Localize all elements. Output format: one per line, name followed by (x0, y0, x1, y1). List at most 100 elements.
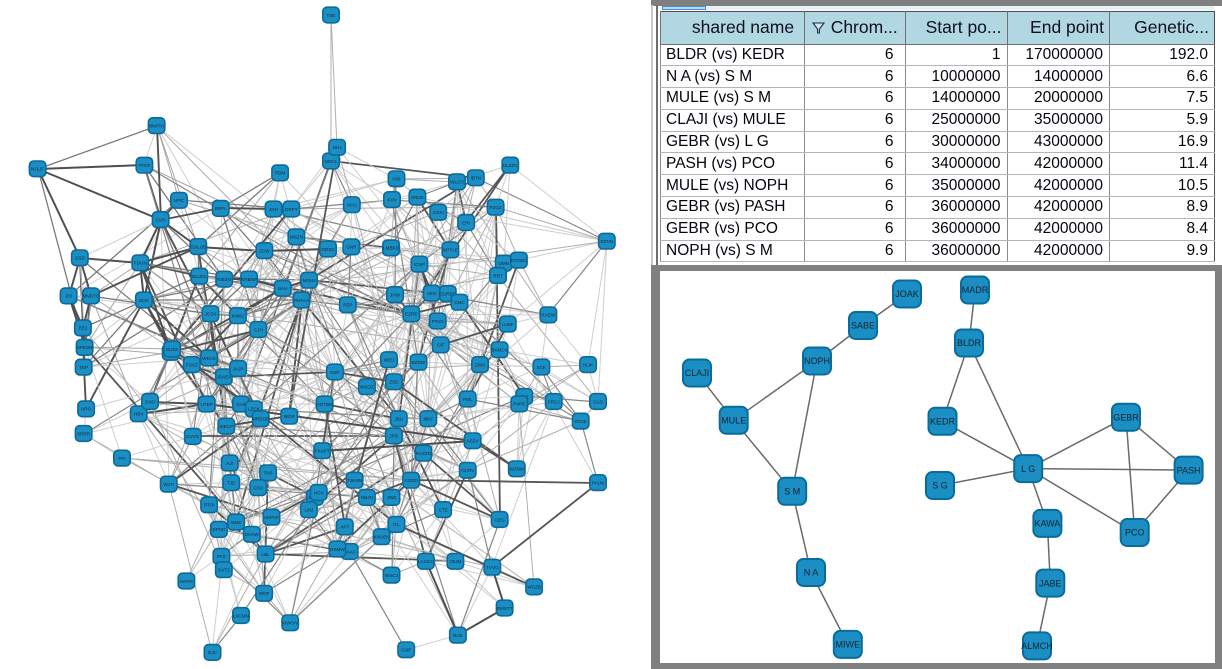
svg-text:PASH: PASH (1177, 465, 1201, 475)
svg-text:CGKI: CGKI (433, 210, 444, 215)
svg-text:HGTBM: HGTBM (316, 402, 333, 407)
svg-text:SCK: SCK (537, 365, 547, 370)
svg-text:ACU: ACU (347, 203, 357, 208)
svg-text:DZVN: DZVN (601, 239, 614, 244)
svg-text:NDCL: NDCL (325, 159, 338, 164)
svg-text:CDG: CDG (494, 517, 505, 522)
svg-text:GUJCL: GUJCL (192, 274, 208, 279)
svg-text:GSU: GSU (253, 485, 263, 490)
svg-text:SNOK: SNOK (411, 195, 425, 200)
svg-text:DLZZC: DLZZC (503, 163, 518, 168)
svg-text:WZNW: WZNW (509, 467, 524, 472)
svg-text:BNPTA: BNPTA (149, 123, 165, 128)
svg-text:RSMW: RSMW (330, 547, 345, 552)
svg-text:L G: L G (1021, 464, 1035, 474)
svg-text:PWL: PWL (463, 397, 473, 402)
svg-text:JABE: JABE (1039, 578, 1062, 588)
svg-text:TJD: TJD (227, 481, 236, 486)
svg-text:JHW: JHW (390, 292, 401, 297)
svg-text:TNS: TNS (264, 471, 273, 476)
svg-text:MVKVV: MVKVV (282, 621, 299, 626)
svg-text:FPI: FPI (118, 456, 125, 461)
svg-text:GURDS: GURDS (440, 291, 457, 296)
svg-text:NJLJF: NJLJF (31, 167, 44, 172)
svg-text:NPIC: NPIC (174, 198, 186, 203)
svg-text:TEP: TEP (79, 365, 88, 370)
svg-text:SRRR: SRRR (77, 431, 91, 436)
svg-text:PHFAA: PHFAA (294, 298, 310, 303)
svg-text:ZSD: ZSD (389, 380, 399, 385)
svg-text:OJIF: OJIF (401, 648, 411, 653)
svg-text:PALW: PALW (592, 480, 605, 485)
svg-text:JDAEA: JDAEA (216, 375, 232, 380)
svg-text:RMSTT: RMSTT (497, 606, 513, 611)
svg-text:EZRE: EZRE (405, 312, 417, 317)
svg-text:ZWS: ZWS (475, 362, 485, 367)
svg-text:APT: APT (340, 525, 349, 530)
svg-text:SDOD: SDOD (404, 478, 418, 483)
svg-text:JOAK: JOAK (895, 289, 919, 299)
svg-text:MNDTO: MNDTO (83, 294, 100, 299)
svg-text:GDSD: GDSD (321, 247, 335, 252)
svg-text:FRCJ: FRCJ (548, 399, 560, 404)
svg-text:KEP: KEP (330, 370, 339, 375)
svg-text:CLAJI: CLAJI (685, 368, 710, 378)
svg-text:UTEP: UTEP (200, 402, 212, 407)
svg-text:NOPH: NOPH (804, 356, 830, 366)
svg-text:DUSZ: DUSZ (166, 347, 179, 352)
svg-text:BAH: BAH (278, 286, 287, 291)
svg-text:EEJ: EEJ (79, 326, 87, 331)
svg-text:MGHJ: MGHJ (303, 278, 316, 283)
svg-text:CJH: CJH (254, 327, 263, 332)
svg-text:SABE: SABE (851, 321, 875, 331)
svg-text:URO: URO (81, 407, 92, 412)
svg-text:GEBR: GEBR (1113, 412, 1139, 422)
svg-text:OIUM: OIUM (449, 559, 461, 564)
svg-text:WSOZ: WSOZ (360, 385, 374, 390)
svg-text:HAAC: HAAC (343, 549, 356, 554)
svg-text:JCOJ: JCOJ (205, 312, 216, 317)
svg-text:WEU: WEU (384, 358, 395, 363)
svg-text:DVVG: DVVG (186, 434, 199, 439)
svg-text:HOV: HOV (314, 490, 325, 495)
svg-text:CVO: CVO (156, 217, 166, 222)
svg-text:BIJII: BIJII (453, 633, 462, 638)
svg-text:ERI: ERI (462, 220, 470, 225)
svg-text:MULE: MULE (721, 415, 746, 425)
svg-text:LZCK: LZCK (248, 407, 261, 412)
svg-text:WLCO: WLCO (450, 180, 464, 185)
svg-text:NBJN: NBJN (361, 495, 373, 500)
svg-text:HBV: HBV (134, 412, 144, 417)
svg-text:BLDR: BLDR (957, 338, 982, 348)
svg-text:DFNG: DFNG (212, 527, 225, 532)
svg-text:MIWE: MIWE (836, 640, 861, 650)
svg-text:FKAPT: FKAPT (315, 449, 330, 454)
svg-text:OVJE: OVJE (575, 419, 587, 424)
svg-text:JBU: JBU (394, 417, 403, 422)
svg-text:PTAG: PTAG (432, 319, 445, 324)
svg-text:SOV: SOV (139, 298, 150, 303)
svg-text:JWZ: JWZ (387, 495, 397, 500)
svg-text:JNH: JNH (269, 207, 278, 212)
svg-text:KAWA: KAWA (1034, 519, 1060, 529)
svg-text:FDIJN: FDIJN (134, 261, 147, 266)
svg-text:N A: N A (804, 568, 819, 578)
svg-text:KEDR: KEDR (930, 417, 956, 427)
svg-text:LBL: LBL (262, 552, 271, 557)
svg-text:WEAE: WEAE (202, 356, 216, 361)
svg-text:PFZ: PFZ (217, 554, 226, 559)
svg-text:AEPVF: AEPVF (264, 515, 279, 520)
svg-text:WOR: WOR (284, 414, 296, 419)
svg-text:RRT: RRT (493, 273, 503, 278)
svg-text:JIO: JIO (65, 294, 73, 299)
svg-text:TSE: TSE (327, 13, 336, 18)
svg-text:DRPT: DRPT (285, 207, 298, 212)
svg-text:WSCJ: WSCJ (385, 573, 398, 578)
svg-text:NMZ: NMZ (231, 520, 241, 525)
svg-text:NRBNP: NRBNP (241, 277, 257, 282)
svg-text:HOI: HOI (392, 177, 400, 182)
svg-text:KNVEK: KNVEK (374, 535, 391, 540)
svg-text:MSZN: MSZN (290, 235, 303, 240)
svg-text:WJTI: WJTI (163, 482, 174, 487)
svg-text:TVVO: TVVO (486, 565, 499, 570)
